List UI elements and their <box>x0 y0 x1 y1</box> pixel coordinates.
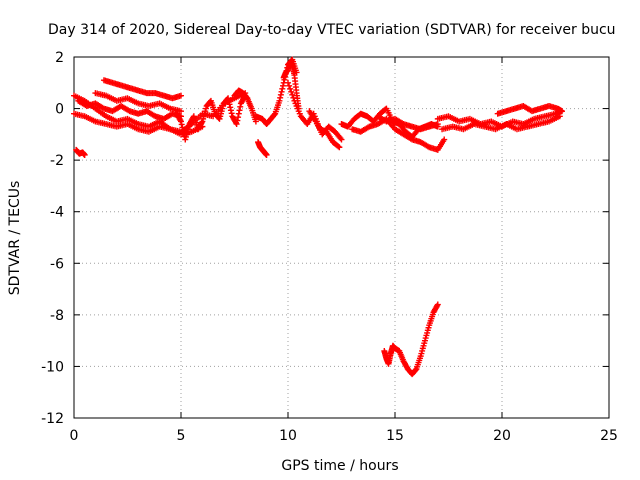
series-track-r <box>439 113 563 133</box>
data-point <box>178 92 184 99</box>
data-point <box>227 107 234 114</box>
axis-ticks: 0 5 10 15 20 25 -12 -10 -8 -6 -4 -2 0 2 <box>41 50 618 444</box>
data-point <box>441 136 448 143</box>
data-point <box>434 302 441 309</box>
data-point <box>252 118 259 125</box>
y-tick-label: -8 <box>50 308 64 324</box>
data-point <box>227 104 234 111</box>
data-point <box>225 95 232 102</box>
data-point <box>228 110 235 117</box>
data-point <box>412 366 419 373</box>
data-point <box>287 85 294 92</box>
y-tick-label: -12 <box>41 411 64 427</box>
data-point <box>180 130 187 137</box>
data-point <box>234 117 241 124</box>
data-point <box>236 107 243 114</box>
series-track-p <box>374 113 441 133</box>
x-tick-label: 15 <box>386 428 404 444</box>
data-point <box>286 82 293 89</box>
x-tick-label: 5 <box>177 428 186 444</box>
data-point <box>263 151 270 158</box>
data-point <box>285 79 291 86</box>
data-point <box>336 144 343 151</box>
data-point <box>81 151 88 158</box>
y-tick-label: 2 <box>55 50 64 66</box>
x-axis-label: GPS time / hours <box>281 458 398 474</box>
data-point <box>277 94 284 101</box>
data-point <box>177 117 184 124</box>
series-track-c <box>75 97 184 122</box>
y-tick-label: 0 <box>55 102 64 118</box>
data-point <box>235 110 242 117</box>
data-point <box>178 108 184 115</box>
x-tick-label: 10 <box>279 428 297 444</box>
data-points <box>71 56 565 378</box>
series-track-i <box>255 139 270 158</box>
data-point <box>178 121 185 128</box>
y-axis-label: SDTVAR / TECUs <box>7 181 23 296</box>
x-tick-label: 25 <box>600 428 618 444</box>
data-point <box>277 91 284 98</box>
data-point <box>289 91 296 98</box>
data-point <box>271 111 278 118</box>
series-track-s <box>494 102 565 117</box>
x-tick-label: 0 <box>70 428 79 444</box>
y-tick-label: -10 <box>41 359 64 375</box>
data-point <box>556 113 563 120</box>
data-point <box>237 103 244 110</box>
data-point <box>276 97 283 104</box>
data-point <box>434 301 441 308</box>
plot-frame <box>73 56 610 419</box>
data-point <box>280 82 287 89</box>
series-track-m <box>306 108 345 143</box>
data-point <box>288 88 295 95</box>
y-tick-label: -4 <box>50 205 64 221</box>
data-point <box>337 135 344 142</box>
data-point <box>335 143 342 150</box>
series-track-b <box>71 110 206 138</box>
y-tick-label: -2 <box>50 153 64 169</box>
series-track-d <box>100 77 184 102</box>
data-point <box>235 114 242 121</box>
data-point <box>434 121 441 128</box>
data-point <box>180 127 187 134</box>
data-point <box>290 94 297 101</box>
y-tick-label: -6 <box>50 256 64 272</box>
data-point <box>278 88 285 95</box>
data-point <box>226 101 233 108</box>
data-point <box>279 85 286 92</box>
data-point <box>338 136 345 143</box>
series-track-h <box>231 87 259 125</box>
data-point <box>233 121 240 128</box>
data-point <box>179 124 186 131</box>
chart-title: Day 314 of 2020, Sidereal Day-to-day VTE… <box>48 22 616 38</box>
series-track-f <box>73 146 88 158</box>
series-track-e <box>92 90 184 115</box>
data-point <box>225 98 232 105</box>
series-track-t <box>381 301 441 378</box>
x-tick-label: 20 <box>493 428 511 444</box>
data-point <box>178 118 184 125</box>
data-point <box>558 108 565 115</box>
data-point <box>198 119 205 126</box>
